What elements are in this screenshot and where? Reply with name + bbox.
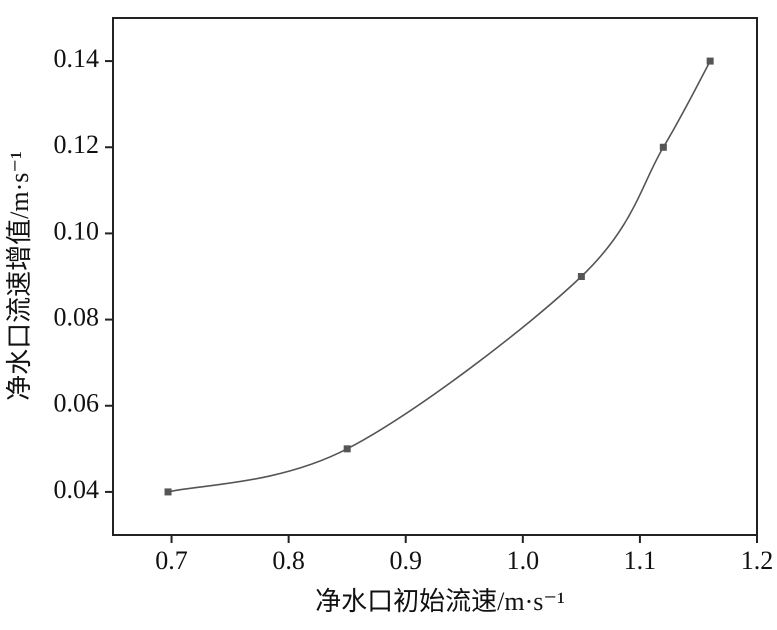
plot-frame (112, 17, 758, 536)
y-tick-label: 0.06 (54, 389, 100, 418)
x-axis-label: 净水口初始流速/m·s⁻¹ (315, 587, 565, 616)
y-tick-label: 0.04 (54, 475, 100, 504)
marker (577, 273, 585, 280)
marker (343, 445, 351, 453)
x-tick-label: 0.7 (155, 546, 188, 575)
y-tick-label: 0.08 (54, 303, 100, 332)
y-tick-label: 0.10 (54, 216, 100, 245)
y-tick-label: 0.14 (54, 44, 100, 73)
x-tick-label: 0.8 (272, 546, 305, 575)
marker (706, 57, 714, 65)
x-tick-label: 0.9 (389, 546, 422, 575)
x-tick-label: 1.0 (507, 546, 540, 575)
x-tick-label: 1.2 (741, 546, 774, 575)
y-axis-label: 净水口流速增值/m·s⁻¹ (5, 151, 34, 401)
y-tick-label: 0.12 (54, 130, 100, 159)
line (167, 60, 711, 493)
x-tick-label: 1.1 (624, 546, 657, 575)
marker (164, 488, 172, 496)
marker (659, 143, 667, 151)
